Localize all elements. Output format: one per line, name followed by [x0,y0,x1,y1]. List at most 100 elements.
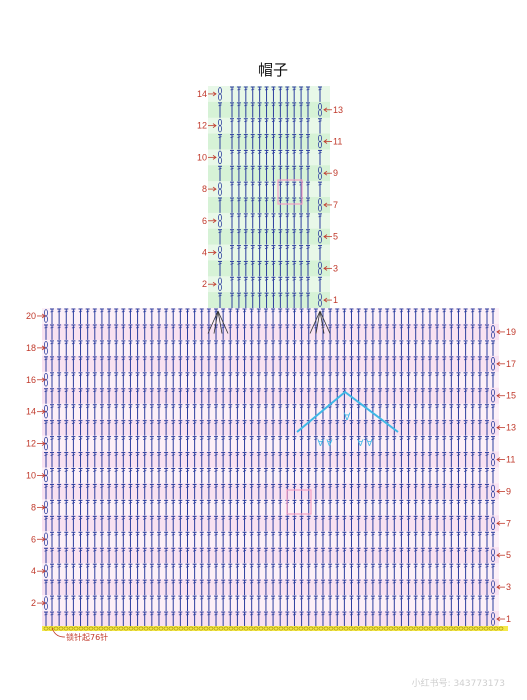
turning-chain [44,500,48,515]
body-stitch [320,372,325,388]
body-stitch [349,499,354,516]
body-stitch [328,563,333,580]
body-stitch [406,340,411,356]
hood-stitch [257,260,262,277]
body-stitch [99,611,104,627]
body-stitch [392,499,397,516]
hood-stitch [243,276,248,293]
turning-chain [44,436,48,451]
body-stitch [235,579,240,596]
body-stitch [171,420,176,436]
body-stitch [135,515,140,532]
body-stitch [285,452,290,468]
body-stitch [420,340,425,356]
hood-stitch [278,245,283,261]
body-stitch [228,515,233,532]
hood-stitch [264,86,269,102]
body-stitch [399,579,404,596]
body-stitch [57,468,62,484]
body-stitch [171,452,176,468]
body-stitch [171,595,176,612]
hood-stitch [285,276,290,293]
body-stitch [420,595,425,612]
body-stitch [485,324,489,340]
body-stitch [164,483,169,500]
body-stitch [456,499,461,516]
body-stitch [199,452,204,468]
body-stitch [349,563,354,580]
body-stitch [413,483,418,500]
body-stitch [99,452,104,468]
hood-stitch [243,118,248,134]
body-stitch [263,356,268,372]
faint-body-marker [286,489,312,515]
body-stitch [392,611,397,627]
chain-stitch [93,626,99,631]
body-stitch [256,388,261,404]
body-stitch [256,308,261,324]
hood-stitch [230,134,234,150]
hood-stitch [299,134,304,150]
body-stitch [435,579,440,596]
body-stitch [199,595,204,612]
body-stitch [228,356,233,372]
body-stitch [449,340,454,356]
body-stitch [285,420,290,436]
hood-stitch [243,102,248,118]
body-stitch [114,324,119,340]
body-stitch [271,483,276,500]
body-stitch [57,452,62,468]
body-stitch [485,420,489,436]
body-stitch [385,515,390,532]
body-stitch [128,483,133,500]
body-stitch [142,611,147,627]
body-stitch [221,404,226,420]
body-stitch [57,499,62,516]
body-stitch [242,452,247,468]
body-stitch [292,499,297,516]
body-stitch [149,579,154,596]
body-stitch [121,531,126,548]
body-stitch [221,531,226,548]
body-stitch [485,611,489,627]
body-stitch [385,611,390,627]
body-stitch [299,436,304,452]
turning-chain [318,261,322,276]
body-stitch [242,372,247,388]
row-label: 3 [506,582,511,592]
body-stitch [242,563,247,580]
body-stitch [242,547,247,564]
body-stitch [370,531,375,548]
body-stitch [285,324,290,340]
body-stitch [78,340,83,356]
body-stitch [306,563,311,580]
body-stitch [278,452,283,468]
body-stitch [285,340,290,356]
hood-stitch [264,102,269,118]
body-stitch [278,611,283,627]
turning-chain [491,612,495,626]
turning-chain [491,484,495,499]
body-stitch [420,483,425,500]
hood-stitch [299,292,304,308]
body-stitch [135,531,140,548]
body-stitch [406,420,411,436]
body-stitch [214,468,219,484]
body-stitch [313,579,318,596]
body-stitch [406,372,411,388]
body-stitch [242,579,247,596]
chain-stitch [443,626,449,631]
row-label: 4 [31,566,36,576]
hood-stitch [257,102,262,118]
chain-stitch [368,626,374,631]
body-stitch [249,483,254,500]
body-stitch [399,308,404,324]
body-stitch [256,356,261,372]
hood-stitch [285,118,290,134]
body-stitch [378,483,383,500]
body-stitch [92,340,97,356]
hood-stitch [257,197,262,213]
body-stitch [235,324,240,340]
body-stitch [378,436,383,452]
body-stitch [249,324,254,340]
